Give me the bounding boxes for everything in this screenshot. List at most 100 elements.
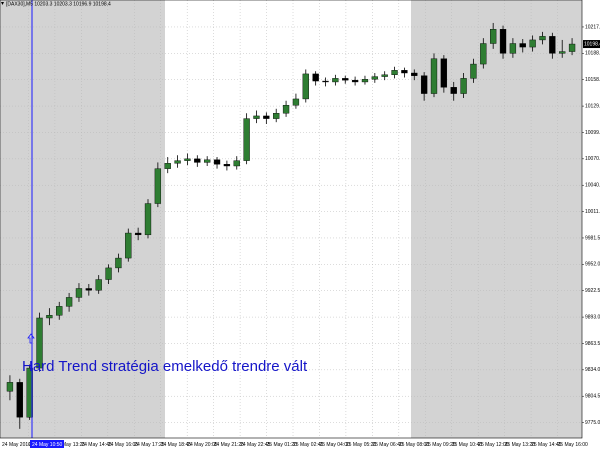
candle-body (499, 28, 507, 54)
candle-body (529, 39, 536, 48)
candle-body (568, 43, 576, 52)
y-tick-label: 10099.5 (585, 130, 600, 136)
y-tick-label: 9804.5 (585, 394, 600, 400)
annotation: Hard Trend stratégia emelkedő trendre vá… (22, 358, 308, 375)
candle-body (154, 168, 162, 204)
arrow-icon (27, 333, 35, 344)
candle-body (480, 43, 487, 65)
candle-body (490, 28, 497, 44)
candles (6, 22, 576, 429)
x-tick-label: 24 May 13:25 (55, 442, 86, 448)
x-tick-label: 25 May 08:00 (399, 442, 430, 448)
x-tick-label: 25 May 06:40 (372, 442, 403, 448)
candle-body (105, 267, 112, 280)
candle-body (223, 164, 231, 167)
session-shade (0, 0, 165, 438)
x-tick-label: 25 May 13:20 (505, 442, 536, 448)
y-tick-label: 10217.5 (585, 24, 600, 30)
candle-body (539, 36, 546, 41)
menu-icon (1, 2, 4, 5)
y-tick-label: 9863.5 (585, 341, 600, 347)
x-tick-label: 25 May 04:00 (319, 442, 350, 448)
candle-body (233, 160, 240, 167)
candle-body (411, 72, 418, 76)
candle-body (95, 279, 102, 291)
candle-body (75, 288, 83, 298)
candle-body (263, 115, 270, 119)
y-tick-label: 9834.0 (585, 367, 600, 373)
candle-body (65, 297, 73, 307)
candle-body (26, 367, 33, 418)
x-tick-label: 25 May 14:40 (531, 442, 562, 448)
y-tick-label: 10040.5 (585, 183, 600, 189)
candle-body (184, 158, 191, 161)
plot-frame (0, 0, 583, 439)
candle-body (509, 43, 517, 54)
candle-body (312, 73, 319, 82)
candle-body (519, 43, 526, 48)
x-tick-label: 24 May 21:25 (214, 442, 245, 448)
x-tick-label: 25 May 12:00 (478, 442, 509, 448)
candle-body (46, 315, 53, 319)
x-tick-label: 25 May 09:20 (425, 442, 456, 448)
session-shade (411, 0, 582, 438)
x-tick-label: 24 May 22:45 (240, 442, 271, 448)
x-tick-label: 25 May 16:00 (558, 442, 589, 448)
cursor-label: 24 May 10:50 (32, 442, 63, 448)
x-tick-label: 24 May 20:05 (187, 442, 218, 448)
candle-body (361, 79, 369, 83)
x-tick-label: 25 May 10:40 (452, 442, 483, 448)
candle-body (450, 87, 457, 94)
candle-body (174, 160, 181, 164)
chart-title: [DAX30],M5 10203.3 10203.3 10196.9 10198… (6, 1, 111, 7)
y-tick-label: 10129.0 (585, 103, 600, 109)
candle-body (134, 232, 142, 236)
candle-body (322, 80, 329, 83)
candle-body (470, 63, 477, 79)
candle-body (204, 159, 211, 163)
last-price-label: 10198.4 (584, 41, 600, 47)
y-tick-label: 9775.0 (585, 420, 600, 426)
candle-body (16, 382, 23, 418)
candle-body (391, 70, 398, 75)
y-tick-label: 9981.5 (585, 235, 600, 241)
candle-body (351, 79, 359, 83)
y-tick-label: 9893.0 (585, 314, 600, 320)
candle-body (36, 317, 43, 369)
x-tick-label: 24 May 17:25 (134, 442, 165, 448)
candle-body (381, 74, 388, 77)
x-tick-label: 25 May 02:40 (293, 442, 324, 448)
x-tick-label: 24 May 2016 (2, 442, 31, 448)
y-tick-label: 9922.5 (585, 288, 600, 294)
candle-body (420, 75, 428, 94)
x-tick-label: 25 May 05:20 (346, 442, 377, 448)
candle-body (253, 115, 260, 119)
candle-body (85, 288, 92, 291)
y-tick-label: 10188.0 (585, 51, 600, 57)
x-tick-label: 24 May 18:45 (161, 442, 192, 448)
y-tick-label: 10070.0 (585, 156, 600, 162)
candle-body (56, 306, 63, 316)
candle-body (282, 104, 290, 114)
candle-body (342, 78, 349, 81)
x-tick-label: 25 May 01:20 (267, 442, 298, 448)
candle-body (144, 203, 152, 236)
candle-body (460, 78, 467, 94)
candle-body (401, 70, 408, 74)
candle-body (115, 257, 122, 269)
candle-body (292, 98, 300, 106)
candle-body (194, 158, 201, 163)
candle-body (302, 73, 309, 100)
y-tick-label: 9952.0 (585, 262, 600, 268)
candle-body (6, 382, 14, 392)
candle-body (164, 163, 171, 169)
candle-body (549, 36, 556, 54)
y-tick-label: 10158.5 (585, 77, 600, 83)
x-tick-label: 24 May 16:05 (108, 442, 139, 448)
candle-body (243, 118, 250, 161)
last-price-box (583, 40, 600, 49)
cursor-label-box (30, 440, 64, 448)
candle-body (332, 78, 339, 83)
